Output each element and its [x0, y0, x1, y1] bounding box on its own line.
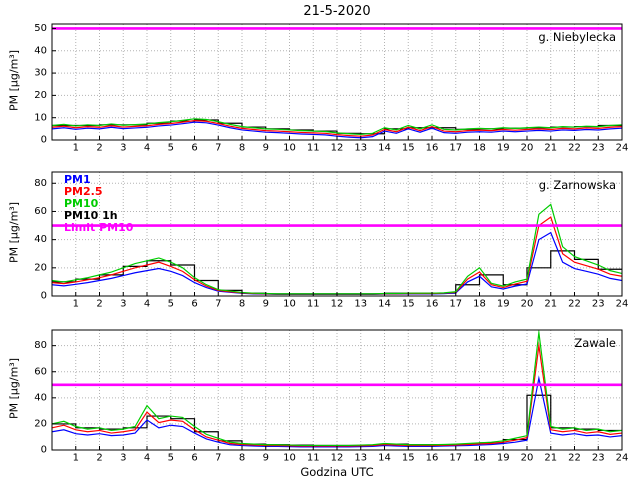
y-axis-label-panel-2: PM [µg/m³]: [7, 202, 21, 264]
chart-title: 21-5-2020: [303, 4, 371, 19]
legend-item-3: PM10 1h: [64, 209, 118, 222]
legend-item-0: PM1: [64, 173, 91, 186]
legend-item-4: Limit PM10: [64, 221, 134, 234]
legend-item-2: PM10: [64, 197, 99, 210]
station-label-zarnowska: g. Zarnowska: [538, 178, 616, 192]
y-axis-label-panel-1: PM [µg/m³]: [7, 50, 21, 112]
x-axis-label: Godzina UTC: [300, 465, 374, 479]
y-axis-label-panel-3: PM [µg/m³]: [7, 358, 21, 420]
legend: PM1 PM2.5 PM10 PM10 1h Limit PM10: [64, 174, 133, 234]
station-label-zawale: Zawale: [574, 336, 616, 350]
legend-item-1: PM2.5: [64, 185, 103, 198]
station-label-niebylecka: g. Niebylecka: [538, 30, 616, 44]
